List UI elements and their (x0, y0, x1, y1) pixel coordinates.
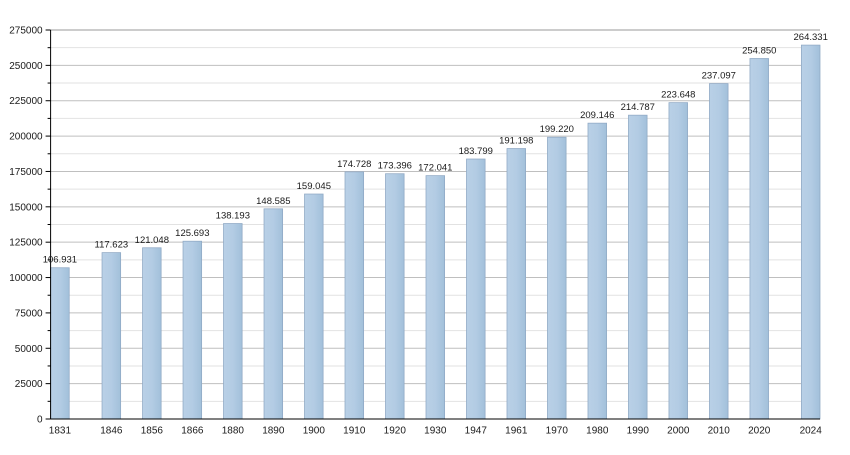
svg-text:2024: 2024 (800, 426, 823, 437)
svg-text:1856: 1856 (141, 426, 164, 437)
svg-text:1880: 1880 (222, 426, 245, 437)
svg-text:1990: 1990 (627, 426, 650, 437)
svg-text:1947: 1947 (465, 426, 488, 437)
svg-text:2010: 2010 (708, 426, 731, 437)
svg-text:1930: 1930 (424, 426, 447, 437)
svg-text:275000: 275000 (9, 26, 43, 37)
svg-text:100000: 100000 (9, 273, 43, 284)
svg-text:237.097: 237.097 (702, 71, 736, 82)
svg-text:50000: 50000 (15, 344, 43, 355)
svg-text:2020: 2020 (748, 426, 771, 437)
svg-text:191.198: 191.198 (499, 136, 533, 147)
svg-text:117.623: 117.623 (95, 240, 129, 251)
svg-text:199.220: 199.220 (540, 124, 574, 135)
svg-text:172.041: 172.041 (418, 163, 452, 174)
svg-text:1846: 1846 (100, 426, 123, 437)
svg-text:1980: 1980 (586, 426, 609, 437)
svg-text:148.585: 148.585 (256, 196, 290, 207)
svg-text:1961: 1961 (505, 426, 528, 437)
svg-text:173.396: 173.396 (378, 161, 412, 172)
svg-text:200000: 200000 (9, 132, 43, 143)
svg-text:175000: 175000 (9, 167, 43, 178)
svg-text:106.931: 106.931 (43, 255, 77, 266)
svg-text:1866: 1866 (181, 426, 204, 437)
svg-text:25000: 25000 (15, 379, 43, 390)
svg-text:159.045: 159.045 (297, 181, 331, 192)
svg-text:2000: 2000 (667, 426, 690, 437)
svg-text:209.146: 209.146 (580, 110, 614, 121)
svg-text:1920: 1920 (384, 426, 407, 437)
svg-text:174.728: 174.728 (337, 159, 371, 170)
svg-text:225000: 225000 (9, 96, 43, 107)
svg-text:1890: 1890 (262, 426, 285, 437)
svg-text:0: 0 (37, 415, 43, 426)
svg-text:183.799: 183.799 (459, 146, 493, 157)
svg-text:75000: 75000 (15, 308, 43, 319)
svg-text:214.787: 214.787 (621, 102, 655, 113)
svg-text:1970: 1970 (546, 426, 569, 437)
svg-text:1910: 1910 (343, 426, 366, 437)
svg-text:150000: 150000 (9, 202, 43, 213)
svg-text:1900: 1900 (303, 426, 326, 437)
svg-text:264.331: 264.331 (794, 32, 828, 43)
svg-text:1831: 1831 (49, 426, 72, 437)
svg-text:121.048: 121.048 (135, 235, 169, 246)
svg-text:254.850: 254.850 (742, 46, 776, 57)
svg-text:223.648: 223.648 (661, 90, 695, 101)
svg-text:138.193: 138.193 (216, 211, 250, 222)
svg-text:125000: 125000 (9, 238, 43, 249)
svg-text:125.693: 125.693 (175, 228, 209, 239)
svg-text:250000: 250000 (9, 61, 43, 72)
